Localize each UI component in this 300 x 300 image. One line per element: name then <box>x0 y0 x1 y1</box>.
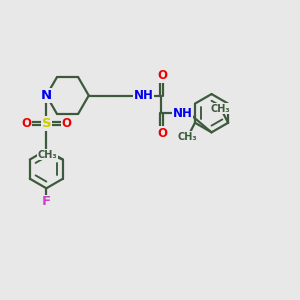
Text: N: N <box>41 89 52 102</box>
Text: O: O <box>157 69 167 82</box>
Text: CH₃: CH₃ <box>177 132 197 142</box>
Text: CH₃: CH₃ <box>38 150 57 160</box>
Text: O: O <box>21 117 31 130</box>
Text: NH: NH <box>172 107 192 120</box>
Text: F: F <box>42 195 51 208</box>
Text: O: O <box>157 127 167 140</box>
Text: O: O <box>61 117 71 130</box>
Text: S: S <box>41 117 51 130</box>
Text: NH: NH <box>134 89 154 102</box>
Text: CH₃: CH₃ <box>210 103 230 114</box>
